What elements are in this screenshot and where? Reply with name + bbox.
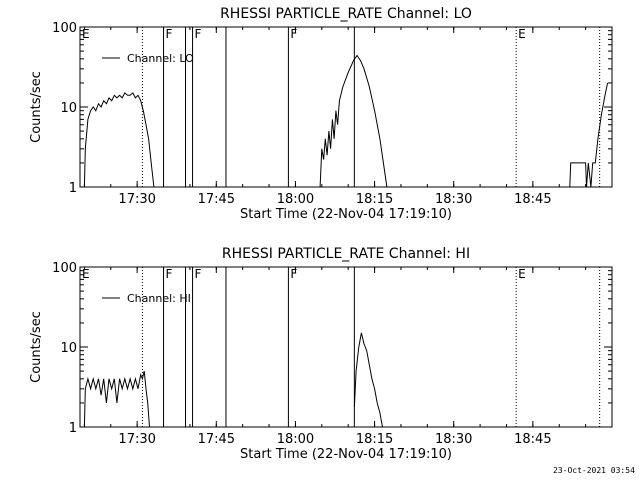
x-tick-label: 17:30 bbox=[118, 432, 155, 447]
x-tick-label: 18:45 bbox=[514, 192, 551, 207]
series-line bbox=[569, 82, 609, 188]
y-tick-label: 1 bbox=[69, 181, 77, 196]
legend-label: Channel: LO bbox=[127, 52, 194, 65]
x-axis-label: Start Time (22-Nov-04 17:19:10) bbox=[240, 447, 452, 462]
x-tick-label: 18:00 bbox=[277, 192, 314, 207]
x-tick-label: 18:30 bbox=[435, 432, 472, 447]
x-tick-label: 17:45 bbox=[198, 192, 235, 207]
y-tick-label: 100 bbox=[52, 261, 77, 276]
x-axis-label: Start Time (22-Nov-04 17:19:10) bbox=[240, 207, 452, 222]
flag-label: E bbox=[82, 27, 90, 41]
series-line bbox=[319, 54, 388, 188]
y-tick-label: 1 bbox=[69, 421, 77, 436]
flag-label: E bbox=[82, 267, 90, 281]
flag-label: F bbox=[166, 267, 173, 281]
flag-label: E bbox=[518, 27, 526, 41]
y-tick-label: 100 bbox=[52, 21, 77, 36]
plot-frame bbox=[79, 26, 613, 188]
y-tick-label: 10 bbox=[60, 101, 77, 116]
print-timestamp: 23-Oct-2021 03:54 bbox=[553, 466, 635, 475]
x-tick-label: 18:15 bbox=[356, 192, 393, 207]
legend-label: Channel: HI bbox=[127, 292, 191, 305]
y-axis-label: Counts/sec bbox=[29, 311, 44, 383]
flag-label: F bbox=[290, 27, 297, 41]
series-line bbox=[353, 332, 383, 428]
x-tick-label: 17:45 bbox=[198, 432, 235, 447]
x-tick-label: 18:45 bbox=[514, 432, 551, 447]
x-tick-label: 18:15 bbox=[356, 432, 393, 447]
panel-2: RHESSI PARTICLE_RATE Channel: HI E F F F E 17:… bbox=[29, 246, 613, 462]
plot-frame bbox=[79, 266, 613, 428]
x-tick-label: 18:00 bbox=[277, 432, 314, 447]
flag-label: E bbox=[518, 267, 526, 281]
flag-label: F bbox=[290, 267, 297, 281]
y-axis-label: Counts/sec bbox=[29, 71, 44, 143]
flag-label: F bbox=[166, 27, 173, 41]
flag-label: F bbox=[195, 27, 202, 41]
y-tick-label: 10 bbox=[60, 341, 77, 356]
x-tick-label: 17:30 bbox=[118, 192, 155, 207]
series-line bbox=[83, 370, 150, 428]
series-line bbox=[83, 92, 155, 188]
flag-label: F bbox=[195, 267, 202, 281]
x-tick-label: 18:30 bbox=[435, 192, 472, 207]
chart-title: RHESSI PARTICLE_RATE Channel: LO bbox=[220, 6, 472, 22]
panel-1: RHESSI PARTICLE_RATE Channel: LO E F F F E 17:… bbox=[29, 6, 613, 222]
chart-title: RHESSI PARTICLE_RATE Channel: HI bbox=[222, 246, 470, 262]
